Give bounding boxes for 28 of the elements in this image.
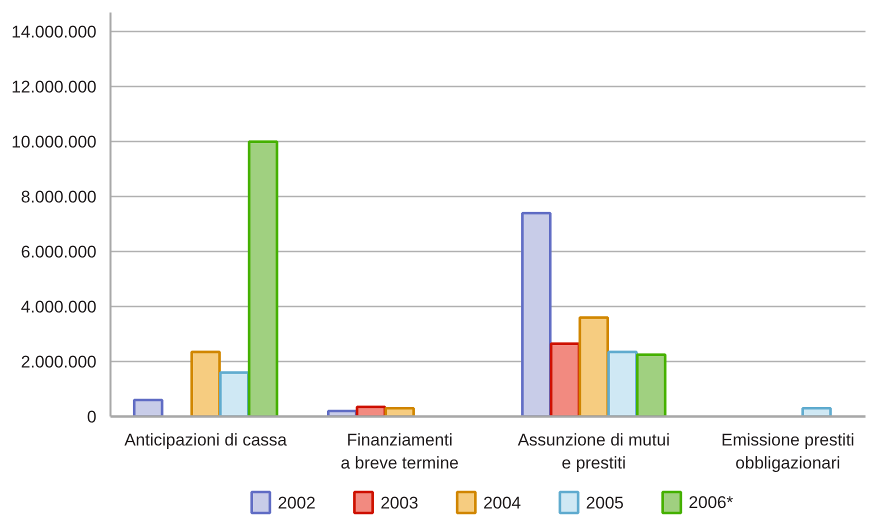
x-tick-label: Anticipazioni di cassa xyxy=(124,430,288,450)
y-tick-label: 14.000.000 xyxy=(11,22,97,42)
x-tick-label: Assunzione di mutui e prestiti xyxy=(518,430,670,472)
bar xyxy=(521,212,552,416)
y-tick-label: 10.000.000 xyxy=(11,132,97,152)
y-tick-label: 2.000.000 xyxy=(20,352,97,372)
bar xyxy=(801,406,832,416)
x-tick-label: Finanziamenti a breve termine xyxy=(340,430,459,472)
y-tick-label: 12.000.000 xyxy=(11,78,97,97)
bar xyxy=(248,140,278,416)
bar xyxy=(636,353,666,416)
bar xyxy=(190,350,221,416)
bar xyxy=(219,371,250,416)
bar xyxy=(550,342,580,416)
legend-label: 2002 xyxy=(278,494,316,512)
x-tick-label: Emissione prestiti obbligazionari xyxy=(721,430,854,472)
y-tick-label: 8.000.000 xyxy=(20,188,97,207)
legend-label: 2005 xyxy=(586,494,624,512)
legend-label: 2003 xyxy=(380,494,418,512)
y-tick-label: 0 xyxy=(87,408,97,426)
y-tick-label: 6.000.000 xyxy=(20,242,97,262)
legend-label: 2004 xyxy=(483,494,522,512)
bar xyxy=(607,350,638,416)
bar xyxy=(578,316,610,416)
bar xyxy=(384,406,415,416)
bar xyxy=(132,398,164,416)
legend-label: 2006* xyxy=(688,493,734,512)
y-tick-label: 4.000.000 xyxy=(20,298,97,317)
